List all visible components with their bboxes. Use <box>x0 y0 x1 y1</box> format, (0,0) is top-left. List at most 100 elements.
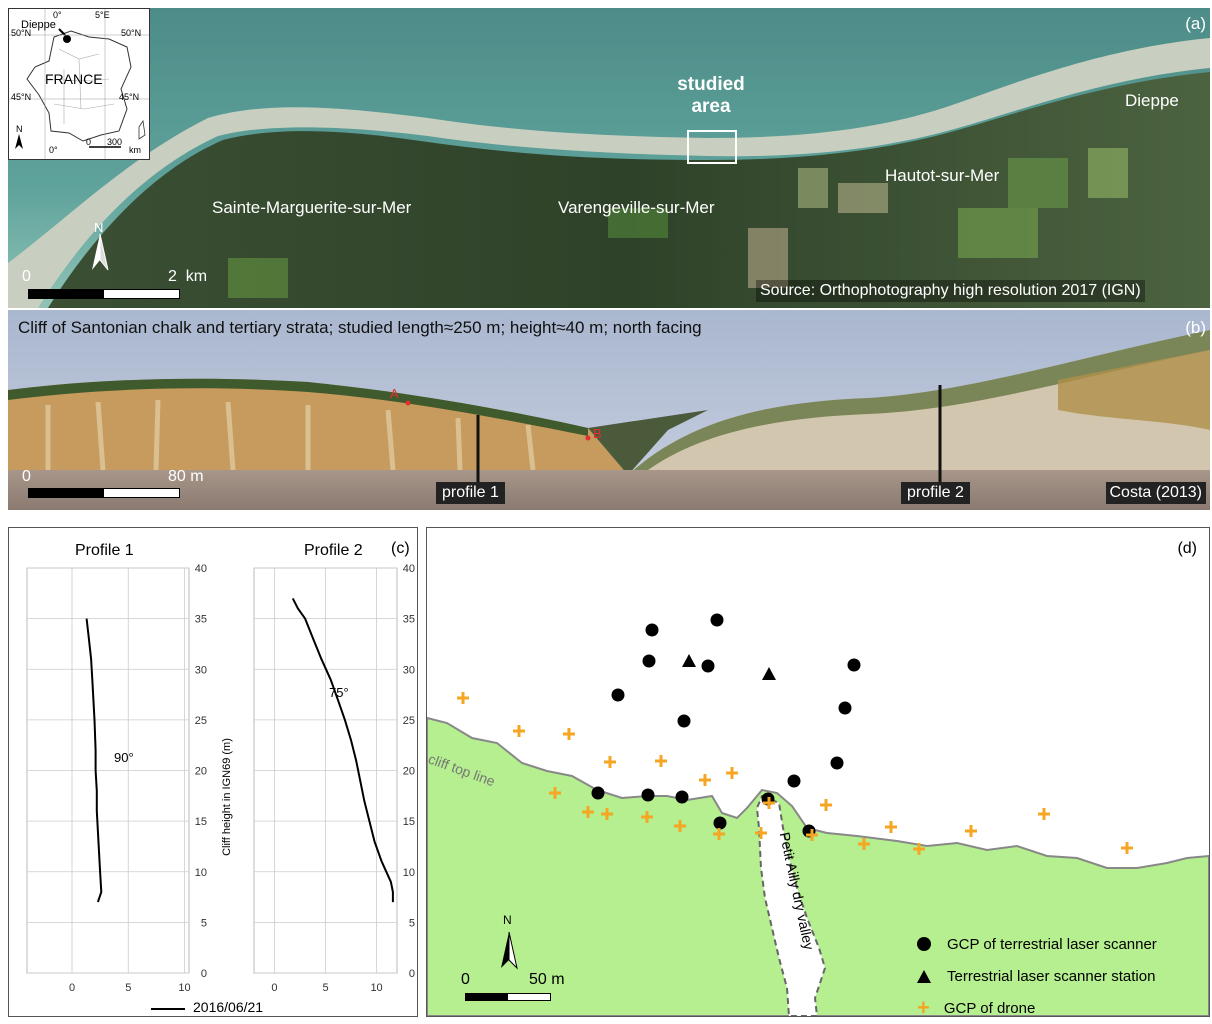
scale-zero-b: 0 <box>22 468 31 485</box>
profile-2-title: Profile 2 <box>304 542 363 559</box>
y-tick-label: 5 <box>409 917 415 929</box>
tls-gcp-point <box>675 790 689 804</box>
tls-station-point <box>762 667 776 680</box>
tls-gcp-point <box>642 654 656 668</box>
y-tick-label: 20 <box>195 766 207 778</box>
photo-credit: Costa (2013) <box>1105 482 1206 504</box>
drone-gcp-point <box>1038 808 1050 820</box>
y-tick-label: 30 <box>195 664 207 676</box>
tls-gcp-point <box>710 613 724 627</box>
tls-gcp-point <box>641 788 655 802</box>
place-sainte-marguerite: Sainte-Marguerite-sur-Mer <box>212 198 412 217</box>
inset-lat-45-right: 45°N <box>119 92 140 102</box>
drone-gcp-point <box>755 827 767 839</box>
tls-station-point <box>682 654 696 667</box>
drone-gcp-point <box>858 838 870 850</box>
north-arrow-icon <box>92 233 109 271</box>
point-a-label: A <box>390 386 399 401</box>
inset-north: N <box>16 124 23 134</box>
tls-gcp-point <box>787 774 801 788</box>
valley-area <box>755 794 827 1016</box>
north-arrow-icon <box>501 931 518 970</box>
profile-2-label: profile 2 <box>901 482 970 504</box>
x-tick-label: 5 <box>322 982 328 994</box>
drone-gcp-point <box>806 829 818 841</box>
y-tick-label: 25 <box>403 715 415 727</box>
drone-gcp-point <box>457 692 469 704</box>
inset-scale-300: 300 <box>107 137 123 147</box>
inset-lon-5e: 5°E <box>95 10 110 20</box>
panel-a: studied area Sainte-Marguerite-sur-Mer V… <box>8 8 1210 308</box>
studied-area-box <box>687 130 737 164</box>
profile-1-title: Profile 1 <box>75 542 134 559</box>
tls-gcp-point <box>830 756 844 770</box>
y-tick-label: 15 <box>403 816 415 828</box>
tls-gcp-point <box>591 786 605 800</box>
panel-d-label: (d) <box>1177 540 1197 557</box>
tls-gcp-point <box>645 623 659 637</box>
scale-bar <box>28 289 180 299</box>
y-tick-label: 0 <box>201 968 207 980</box>
panel-a-label: (a) <box>1185 14 1206 33</box>
drone-gcp-point <box>563 728 575 740</box>
scale-zero: 0 <box>22 268 31 285</box>
drone-gcp-point <box>713 828 725 840</box>
legend-tls-station: Terrestrial laser scanner station <box>917 960 1157 992</box>
inset-lat-45-left: 45°N <box>11 92 32 102</box>
black-circle-icon <box>917 937 931 951</box>
aerial-orthophoto <box>8 8 1210 308</box>
drone-gcp-point <box>601 808 613 820</box>
north-label: N <box>94 220 104 235</box>
y-tick-label: 10 <box>195 867 207 879</box>
panel-b: Cliff of Santonian chalk and tertiary st… <box>8 310 1210 510</box>
studied-area-line2: area <box>691 96 731 117</box>
scale-end-b: 80 m <box>168 468 204 485</box>
legend: GCP of terrestrial laser scanner Terrest… <box>917 928 1157 1024</box>
drone-gcp-point <box>582 806 594 818</box>
y-tick-label: 35 <box>195 614 207 626</box>
y-tick-label: 10 <box>403 867 415 879</box>
y-tick-label: 0 <box>409 968 415 980</box>
angle-1-label: 90° <box>114 750 134 765</box>
tls-gcp-point <box>713 816 727 830</box>
place-dieppe: Dieppe <box>1125 91 1179 110</box>
y-tick-label: 20 <box>403 766 415 778</box>
tls-gcp-point <box>701 659 715 673</box>
drone-gcp-point <box>513 725 525 737</box>
panel-d: (d) cliff top line Petit Ailly dry valle… <box>426 527 1210 1019</box>
cliff-panorama <box>8 310 1210 510</box>
x-tick-label: 10 <box>370 982 382 994</box>
y-tick-label: 30 <box>403 664 415 676</box>
drone-gcp-point <box>604 756 616 768</box>
studied-area-line1: studied <box>677 74 745 95</box>
drone-gcp-point <box>641 811 653 823</box>
y-axis-label: Cliff height in IGN69 (m) <box>221 738 233 856</box>
legend-label: 2016/06/21 <box>193 999 264 1015</box>
place-hautot: Hautot-sur-Mer <box>885 166 1000 185</box>
legend-drone-gcp-label: GCP of drone <box>943 999 1036 1017</box>
gcp-markers <box>457 613 1133 855</box>
scale-end-d: 50 m <box>529 971 565 988</box>
profile-1-label: profile 1 <box>436 482 505 504</box>
scale-bar-d <box>465 993 551 1001</box>
profile-1-line <box>85 618 103 903</box>
drone-gcp-point <box>549 787 561 799</box>
legend-tls-gcp-label: GCP of terrestrial laser scanner <box>947 935 1157 953</box>
inset-lat-50-left: 50°N <box>11 28 32 38</box>
x-tick-label: 10 <box>178 982 190 994</box>
orange-cross-icon: + <box>917 995 930 1020</box>
place-varengeville: Varengeville-sur-Mer <box>558 198 715 217</box>
y-tick-label: 25 <box>195 715 207 727</box>
scale-bar-b <box>28 488 180 498</box>
legend-line <box>151 1008 185 1010</box>
drone-gcp-point <box>674 820 686 832</box>
profile-2-line <box>291 597 394 903</box>
panel-b-label: (b) <box>1185 318 1206 337</box>
source-note: Source: Orthophotography high resolution… <box>756 280 1145 302</box>
inset-bottom-0: 0° <box>49 145 58 155</box>
black-triangle-icon <box>917 969 931 983</box>
drone-gcp-point <box>655 755 667 767</box>
inset-scale-km: km <box>129 145 141 155</box>
tls-gcp-point <box>838 701 852 715</box>
france-inset: Dieppe 0° 5°E 50°N 50°N FRANCE 45°N 45°N… <box>8 8 150 160</box>
